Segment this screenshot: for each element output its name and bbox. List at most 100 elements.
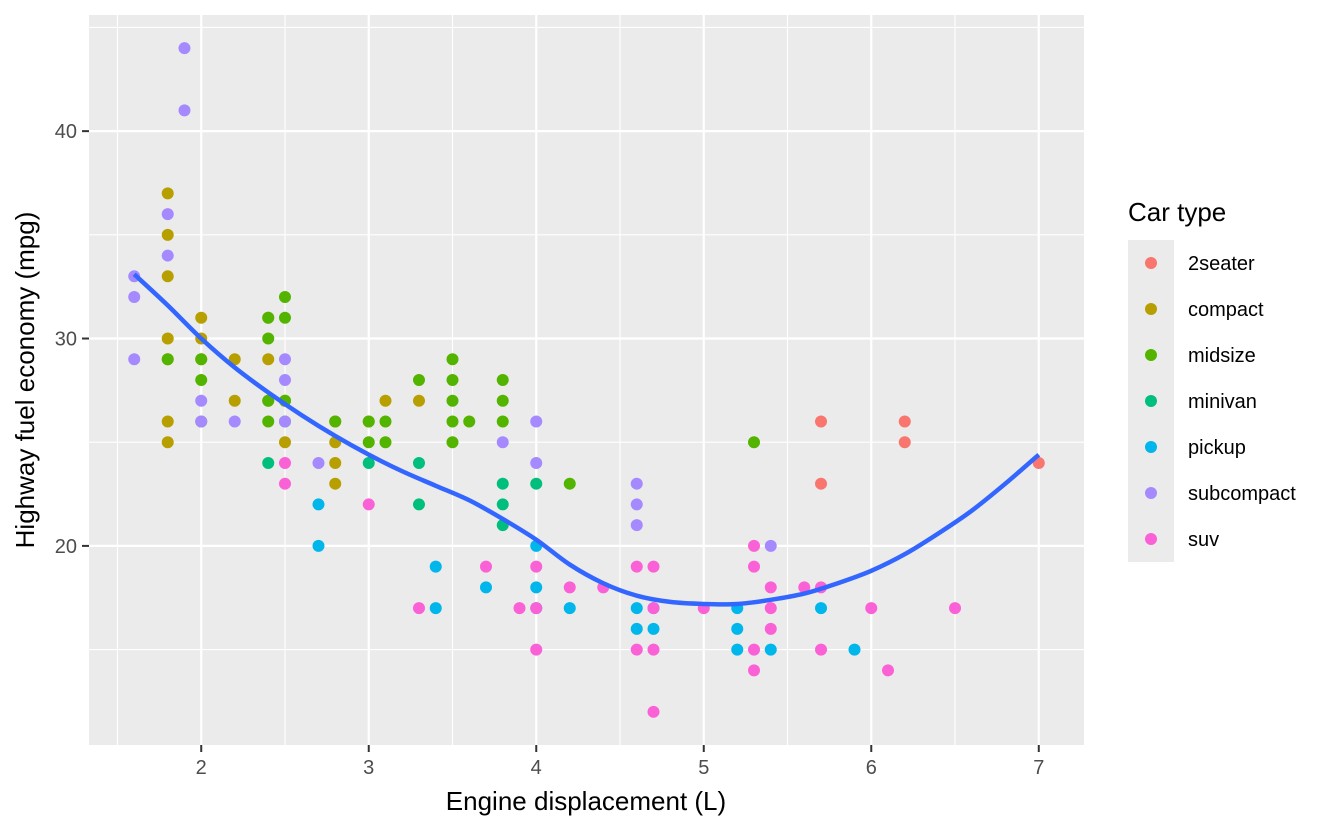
- point-compact: [278, 436, 291, 449]
- point-subcompact: [630, 477, 643, 490]
- x-tick-label: 2: [196, 757, 207, 779]
- x-tick-label: 6: [866, 757, 877, 779]
- point-suv: [815, 643, 828, 656]
- point-subcompact: [228, 415, 241, 428]
- legend-key-midsize: [1145, 349, 1157, 361]
- point-suv: [278, 456, 291, 469]
- point-subcompact: [161, 249, 174, 262]
- point-compact: [262, 353, 275, 366]
- point-suv: [764, 602, 777, 615]
- point-pickup: [731, 643, 744, 656]
- point-pickup: [848, 643, 861, 656]
- point-compact: [161, 228, 174, 241]
- point-midsize: [379, 415, 392, 428]
- legend-key-suv: [1145, 533, 1157, 545]
- point-suv: [479, 560, 492, 573]
- point-suv: [882, 664, 895, 677]
- legend-label-midsize: midsize: [1188, 345, 1256, 367]
- point-suv: [362, 498, 375, 511]
- point-subcompact: [178, 42, 191, 55]
- point-pickup: [312, 539, 325, 552]
- y-tick-label: 20: [55, 536, 77, 558]
- point-subcompact: [530, 415, 543, 428]
- minor-gridlines: [89, 15, 1084, 745]
- point-midsize: [362, 436, 375, 449]
- point-pickup: [563, 602, 576, 615]
- point-compact: [412, 394, 425, 407]
- point-midsize: [412, 374, 425, 386]
- point-compact: [161, 415, 174, 428]
- legend-key-compact: [1145, 303, 1157, 315]
- point-compact: [161, 270, 174, 283]
- point-subcompact: [278, 374, 291, 386]
- data-points: [128, 42, 1045, 718]
- point-compact: [329, 477, 342, 490]
- y-tick-label: 30: [55, 329, 77, 351]
- point-midsize: [278, 291, 291, 304]
- point-midsize: [463, 415, 476, 428]
- point-suv: [764, 622, 777, 635]
- point-midsize: [446, 353, 459, 366]
- point-minivan: [412, 498, 425, 511]
- point-suv: [748, 664, 761, 677]
- point-midsize: [446, 374, 459, 386]
- point-suv: [647, 602, 660, 615]
- point-pickup: [429, 602, 442, 615]
- point-minivan: [362, 456, 375, 469]
- point-compact: [379, 394, 392, 407]
- point-suv: [798, 581, 811, 594]
- point-midsize: [262, 311, 275, 324]
- trend-line: [132, 272, 1041, 607]
- legend: Car type 2seater compact midsize minivan pic…: [1128, 197, 1296, 562]
- point-subcompact: [496, 436, 509, 449]
- point-subcompact: [195, 394, 208, 407]
- point-midsize: [262, 332, 275, 345]
- legend-label-pickup: pickup: [1188, 437, 1246, 459]
- legend-key-pickup: [1145, 441, 1157, 453]
- point-minivan: [530, 477, 543, 490]
- point-midsize: [262, 394, 275, 407]
- point-suv: [563, 581, 576, 594]
- point-midsize: [278, 311, 291, 324]
- point-suv: [647, 705, 660, 718]
- point-midsize: [329, 415, 342, 428]
- point-pickup: [815, 602, 828, 615]
- point-suv: [748, 560, 761, 573]
- point-compact: [161, 332, 174, 345]
- point-midsize: [563, 477, 576, 490]
- point-subcompact: [128, 353, 141, 366]
- point-subcompact: [195, 415, 208, 428]
- point-2seater: [898, 415, 911, 428]
- tick-labels: 2 3 4 5 6 7 20 30 40: [55, 121, 1045, 779]
- point-compact: [161, 436, 174, 449]
- point-compact: [161, 187, 174, 200]
- point-subcompact: [128, 291, 141, 304]
- point-midsize: [496, 374, 509, 386]
- axis-ticks: [82, 130, 1040, 752]
- point-pickup: [630, 622, 643, 635]
- point-minivan: [262, 456, 275, 469]
- legend-key-2seater: [1145, 257, 1157, 269]
- point-suv: [764, 581, 777, 594]
- point-midsize: [496, 415, 509, 428]
- point-midsize: [161, 353, 174, 366]
- point-subcompact: [161, 208, 174, 221]
- point-minivan: [412, 456, 425, 469]
- point-subcompact: [178, 104, 191, 117]
- legend-key-subcompact: [1145, 487, 1157, 499]
- point-suv: [748, 539, 761, 552]
- x-tick-label: 4: [531, 757, 542, 779]
- point-midsize: [195, 374, 208, 386]
- point-subcompact: [764, 539, 777, 552]
- legend-key-minivan: [1145, 395, 1157, 407]
- x-tick-label: 7: [1033, 757, 1044, 779]
- point-subcompact: [278, 353, 291, 366]
- legend-label-2seater: 2seater: [1188, 253, 1255, 275]
- point-subcompact: [278, 415, 291, 428]
- point-midsize: [446, 436, 459, 449]
- point-minivan: [496, 477, 509, 490]
- legend-title: Car type: [1128, 197, 1226, 227]
- point-subcompact: [530, 456, 543, 469]
- legend-label-subcompact: subcompact: [1188, 483, 1296, 505]
- legend-label-minivan: minivan: [1188, 391, 1257, 413]
